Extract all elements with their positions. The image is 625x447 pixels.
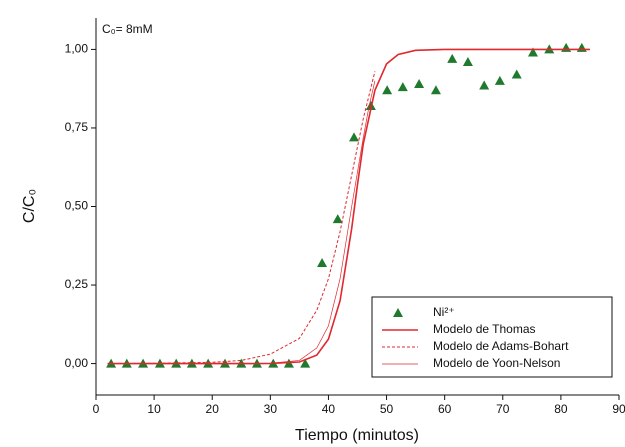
x-tick-label: 10 xyxy=(147,402,161,416)
x-tick-label: 40 xyxy=(322,402,336,416)
data-point xyxy=(317,258,328,268)
annotation: C₀= 8mM xyxy=(102,22,153,36)
data-point xyxy=(527,47,538,57)
legend-label: Modelo de Thomas xyxy=(433,322,536,336)
x-tick-label: 80 xyxy=(554,402,568,416)
data-point xyxy=(447,53,458,63)
legend-label: Ni²⁺ xyxy=(433,305,455,319)
data-point xyxy=(479,80,490,90)
y-tick-label: 0,25 xyxy=(65,277,89,291)
y-tick-label: 1,00 xyxy=(65,42,89,56)
legend-label: Modelo de Yoon-Nelson xyxy=(433,356,560,370)
x-tick-label: 70 xyxy=(496,402,510,416)
x-tick-label: 90 xyxy=(612,402,625,416)
legend-label: Modelo de Adams-Bohart xyxy=(433,339,569,353)
x-tick-label: 20 xyxy=(206,402,220,416)
data-point xyxy=(462,56,473,66)
legend-box xyxy=(371,296,613,378)
data-point xyxy=(349,132,360,142)
y-tick-label: 0,50 xyxy=(65,199,89,213)
y-tick-label: 0,00 xyxy=(65,356,89,370)
x-tick-label: 60 xyxy=(438,402,452,416)
data-point xyxy=(430,85,441,95)
data-point xyxy=(414,78,425,88)
y-tick-label: 0,75 xyxy=(65,120,89,134)
x-tick-label: 30 xyxy=(264,402,278,416)
data-point xyxy=(576,42,587,52)
legend-marker xyxy=(393,308,403,317)
data-point xyxy=(300,358,311,368)
data-point xyxy=(397,82,408,92)
x-tick-label: 50 xyxy=(380,402,394,416)
y-axis-label: C/C₀ xyxy=(21,189,38,223)
x-axis-label: Tiempo (minutos) xyxy=(295,427,419,444)
data-point xyxy=(494,75,505,85)
data-point xyxy=(561,42,572,52)
data-point xyxy=(511,69,522,79)
data-point xyxy=(382,85,393,95)
model-line xyxy=(107,80,376,364)
x-tick-label: 0 xyxy=(93,402,100,416)
data-point xyxy=(332,214,343,224)
